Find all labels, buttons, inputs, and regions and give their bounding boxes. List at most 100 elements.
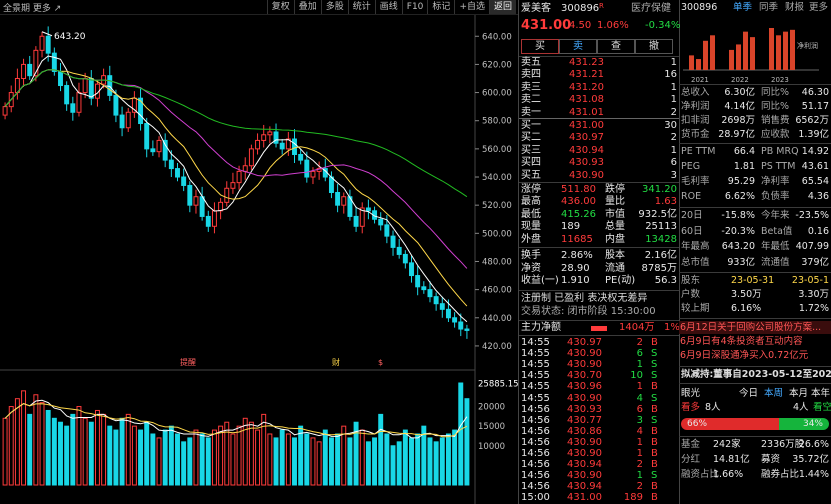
- candle[interactable]: [187, 184, 193, 206]
- candle[interactable]: [310, 170, 316, 178]
- toolbar-tab-2[interactable]: 多股: [320, 0, 348, 14]
- tick-row[interactable]: 14:56 430.90 1 B: [521, 437, 677, 449]
- news-item[interactable]: 6月9日有4条投资者互动内容: [680, 336, 803, 347]
- candle[interactable]: [88, 77, 94, 99]
- news-item[interactable]: 6月9日深股通净买入0.72亿元: [680, 350, 809, 361]
- candle[interactable]: [458, 321, 464, 330]
- bids-row[interactable]: 买二 430.97 2: [521, 132, 677, 144]
- toolbar-tab-8[interactable]: 返回: [488, 0, 516, 14]
- event-label[interactable]: 提醒: [180, 357, 196, 367]
- tab-month[interactable]: 本月: [789, 388, 809, 399]
- candle[interactable]: [267, 131, 273, 136]
- tick-row[interactable]: 14:56 430.86 4 B: [521, 426, 677, 438]
- candle[interactable]: [21, 63, 27, 79]
- period-selector[interactable]: 全景期 更多 ↗: [3, 4, 62, 14]
- candle[interactable]: [64, 85, 70, 105]
- candle[interactable]: [452, 317, 458, 323]
- toolbar-tab-0[interactable]: 复权: [266, 0, 294, 14]
- sell-button[interactable]: 卖: [559, 39, 597, 54]
- candle[interactable]: [390, 235, 396, 248]
- event-label[interactable]: $: [378, 358, 383, 367]
- candle[interactable]: [119, 114, 125, 129]
- tab-same-quarter[interactable]: 同季: [759, 2, 779, 13]
- bids-row[interactable]: 买四 430.93 6: [521, 157, 677, 169]
- candle[interactable]: [181, 176, 187, 186]
- candle[interactable]: [255, 139, 261, 150]
- candlestick-chart[interactable]: 640.00 620.00 600.00 580.00 560.00 540.00 520.…: [0, 15, 518, 504]
- candle[interactable]: [359, 207, 365, 227]
- industry-flag[interactable]: 医疗保健: [631, 3, 671, 14]
- candle[interactable]: [2, 106, 8, 116]
- candle[interactable]: [279, 142, 285, 150]
- candle[interactable]: [76, 92, 82, 113]
- candle[interactable]: [162, 139, 168, 161]
- candle[interactable]: [402, 253, 408, 264]
- candle[interactable]: [328, 176, 334, 193]
- candle[interactable]: [39, 35, 45, 51]
- candle[interactable]: [27, 63, 33, 77]
- candle[interactable]: [144, 123, 150, 150]
- candle[interactable]: [193, 196, 199, 206]
- candle[interactable]: [51, 52, 57, 72]
- tab-quarter[interactable]: 单季: [733, 2, 753, 13]
- tick-row[interactable]: 14:55 430.90 6 S: [521, 348, 677, 360]
- tick-row[interactable]: 14:55 430.70 10 S: [521, 370, 677, 382]
- candle[interactable]: [427, 289, 433, 298]
- buy-button[interactable]: 买: [521, 39, 559, 54]
- tick-row[interactable]: 15:00 431.00 189 B: [521, 492, 677, 504]
- toolbar-tab-5[interactable]: F10: [401, 0, 428, 14]
- candle[interactable]: [224, 187, 230, 203]
- candle[interactable]: [175, 168, 180, 178]
- candle[interactable]: [205, 215, 211, 227]
- toolbar-tab-6[interactable]: 标记: [427, 0, 454, 14]
- tab-today[interactable]: 今日: [739, 388, 759, 399]
- candle[interactable]: [125, 111, 131, 129]
- candle[interactable]: [304, 159, 310, 178]
- tick-row[interactable]: 14:55 430.90 4 S: [521, 393, 677, 405]
- tick-row[interactable]: 14:56 430.90 1 B: [521, 448, 677, 460]
- candle[interactable]: [113, 94, 119, 116]
- candle[interactable]: [335, 192, 341, 206]
- candle[interactable]: [218, 201, 224, 212]
- reduction-notice[interactable]: 拟减持:董事自2023-05-12至202...: [681, 369, 831, 380]
- bids-row[interactable]: 买三 430.94 1: [521, 145, 677, 157]
- candle[interactable]: [285, 138, 291, 150]
- query-button[interactable]: 查: [597, 39, 635, 54]
- tick-row[interactable]: 14:56 430.77 3 S: [521, 415, 677, 427]
- candle[interactable]: [421, 286, 427, 291]
- candle[interactable]: [70, 103, 76, 113]
- tick-row[interactable]: 14:55 430.97 2 B: [521, 337, 677, 349]
- candle[interactable]: [211, 210, 217, 227]
- tab-more[interactable]: 更多: [809, 2, 829, 13]
- candle[interactable]: [439, 303, 445, 310]
- candle[interactable]: [138, 97, 144, 125]
- candle[interactable]: [82, 77, 88, 94]
- candle[interactable]: [298, 153, 304, 161]
- tab-year[interactable]: 本年: [811, 388, 831, 399]
- tab-report[interactable]: 财报: [785, 2, 805, 13]
- tick-row[interactable]: 14:55 430.90 1 S: [521, 359, 677, 371]
- candle[interactable]: [396, 246, 402, 255]
- candle[interactable]: [415, 275, 421, 288]
- tick-row[interactable]: 14:56 430.93 6 B: [521, 404, 677, 416]
- candle[interactable]: [341, 196, 347, 206]
- toolbar-tab-4[interactable]: 画线: [374, 0, 402, 14]
- cancel-order-button[interactable]: 撤: [635, 39, 673, 54]
- candle[interactable]: [107, 75, 113, 96]
- candle[interactable]: [433, 296, 439, 305]
- asks-row[interactable]: 卖二 431.08 1: [521, 94, 677, 106]
- bids-row[interactable]: 买五 430.90 3: [521, 170, 677, 182]
- candle[interactable]: [199, 196, 205, 217]
- candle[interactable]: [445, 308, 451, 319]
- candle[interactable]: [261, 134, 267, 141]
- toolbar-tab-3[interactable]: 统计: [347, 0, 375, 14]
- candle[interactable]: [150, 148, 156, 153]
- tick-row[interactable]: 14:56 430.90 1 S: [521, 470, 677, 482]
- candle[interactable]: [384, 224, 390, 237]
- candle[interactable]: [168, 159, 174, 170]
- candle[interactable]: [45, 35, 51, 54]
- toolbar-tab-1[interactable]: 叠加: [293, 0, 321, 14]
- candle[interactable]: [353, 215, 359, 227]
- candle[interactable]: [378, 218, 384, 226]
- asks-row[interactable]: 卖三 431.20 1: [521, 82, 677, 94]
